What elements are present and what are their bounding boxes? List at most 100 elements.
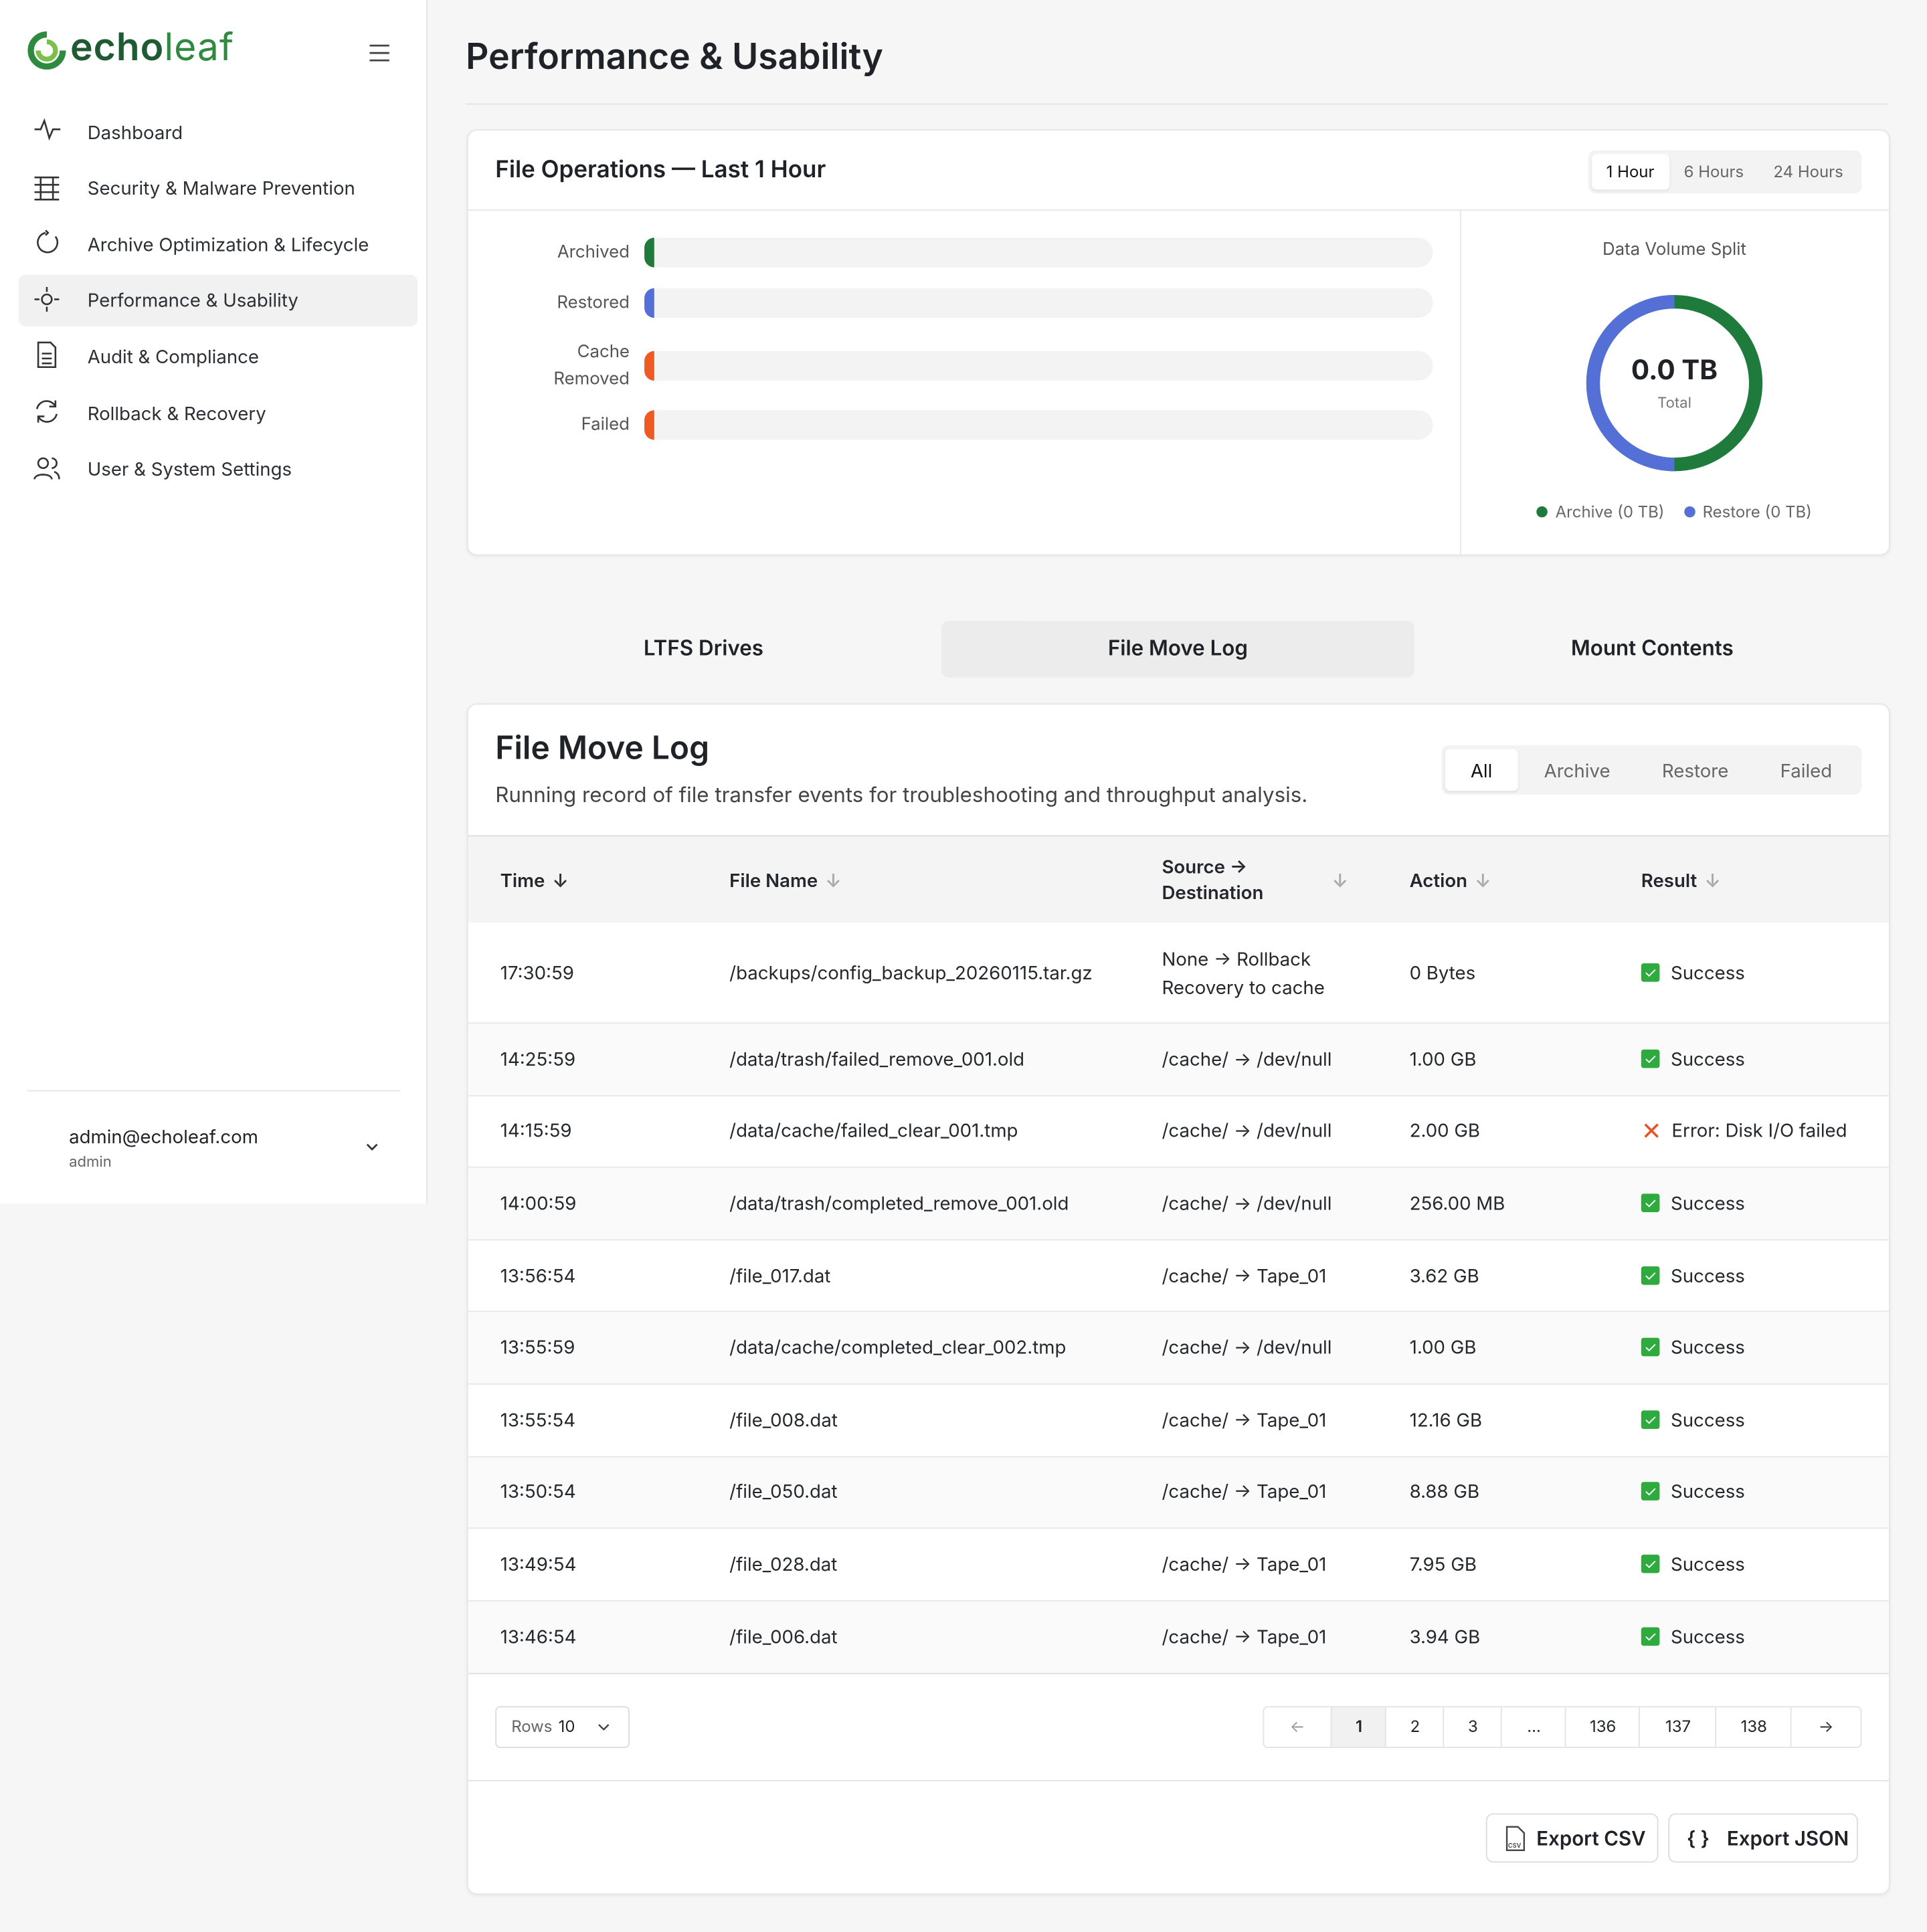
- page-arrow[interactable]: →: [1790, 1707, 1861, 1747]
- range-option[interactable]: 1 Hour: [1591, 154, 1669, 190]
- sort-icon: ↓: [1332, 868, 1348, 892]
- cell-text: /cache/ → /dev/null: [1162, 1119, 1332, 1143]
- table-cell: /file_008.dat: [729, 1383, 838, 1456]
- rows-select[interactable]: Rows 10: [495, 1706, 630, 1748]
- table-cell: /cache/ → /dev/null: [1162, 1094, 1346, 1167]
- cell-text: /cache/ → Tape_01: [1162, 1624, 1327, 1648]
- table-cell: 13:55:54: [500, 1383, 575, 1456]
- cell-text: Success: [1670, 1408, 1745, 1432]
- table-cell: 14:00:59: [500, 1167, 577, 1239]
- nav-icon: [34, 118, 61, 141]
- table-cell: /backups/config_backup_20260115.tar.gz: [729, 923, 1093, 1022]
- cell-text: /cache/ → Tape_01: [1162, 1480, 1327, 1504]
- bar-label: Failed: [581, 413, 630, 436]
- cell-text: 0 Bytes: [1409, 961, 1476, 985]
- nav-item[interactable]: User & System Settings: [19, 443, 418, 494]
- filter-option[interactable]: Failed: [1780, 758, 1833, 782]
- success-icon: ✓: [1641, 1266, 1660, 1284]
- legend-label: Restore (0 TB): [1702, 502, 1812, 522]
- table-cell: /data/cache/completed_clear_002.tmp: [729, 1311, 1066, 1383]
- nav-label: Audit & Compliance: [87, 345, 260, 369]
- page-button[interactable]: 3: [1443, 1707, 1501, 1747]
- donut: [1586, 295, 1763, 472]
- cell-text: Success: [1670, 1624, 1745, 1648]
- nav-item[interactable]: Security & Malware Prevention: [19, 162, 418, 213]
- success-icon: ✓: [1641, 1626, 1660, 1646]
- table-cell: None → Rollback Recovery to cache: [1162, 923, 1346, 1022]
- cell-text: 13:56:54: [500, 1263, 576, 1287]
- nav-item[interactable]: Archive Optimization & Lifecycle: [19, 218, 418, 270]
- cell-text: Success: [1670, 1046, 1745, 1070]
- table-cell: /file_017.dat: [729, 1239, 830, 1311]
- filter-option[interactable]: All: [1445, 749, 1518, 791]
- table-cell: /cache/ → /dev/null: [1162, 1022, 1346, 1094]
- bar-label: Restored: [557, 292, 630, 313]
- cell-text: 7.95 GB: [1409, 1552, 1477, 1576]
- cell-text: 13:46:54: [500, 1624, 577, 1648]
- bar: [644, 237, 654, 268]
- range-selector: 1 Hour 6 Hours 24 Hours: [1588, 150, 1862, 194]
- column-header[interactable]: Time ↓: [500, 855, 569, 904]
- range-option[interactable]: 24 Hours: [1773, 162, 1843, 182]
- bar-label: Archived: [557, 241, 630, 263]
- cell-text: 3.62 GB: [1409, 1263, 1479, 1287]
- cell-text: None → Rollback Recovery to cache: [1162, 947, 1325, 999]
- column-header[interactable]: Source → Destination ↓: [1162, 855, 1348, 904]
- table-cell: 12.16 GB: [1410, 1383, 1482, 1456]
- range-option[interactable]: 6 Hours: [1683, 162, 1744, 182]
- table-cell: ✓ Success: [1641, 1600, 1745, 1672]
- page-button[interactable]: 2: [1384, 1707, 1444, 1747]
- tab[interactable]: Mount Contents: [1570, 637, 1734, 662]
- nav-item[interactable]: Rollback & Recovery: [19, 387, 418, 438]
- table-cell: ✓ Success: [1641, 1383, 1745, 1456]
- page-button[interactable]: 138: [1715, 1707, 1791, 1747]
- table-cell: /file_006.dat: [729, 1600, 837, 1672]
- nav-item[interactable]: Audit & Compliance: [19, 330, 418, 382]
- page-button[interactable]: 1: [1330, 1707, 1386, 1747]
- nav-item[interactable]: Performance & Usability: [18, 274, 418, 326]
- nav-icon: [34, 286, 60, 312]
- menu-toggle[interactable]: [369, 44, 389, 62]
- page-button[interactable]: ...: [1500, 1707, 1566, 1747]
- tab[interactable]: File Move Log: [941, 621, 1414, 678]
- tab[interactable]: LTFS Drives: [643, 637, 764, 662]
- cell-text: /data/trash/completed_remove_001.old: [729, 1191, 1069, 1215]
- filter-option[interactable]: Archive: [1544, 758, 1611, 782]
- cell-text: 3.94 GB: [1409, 1624, 1481, 1648]
- user-menu[interactable]: [366, 1143, 378, 1152]
- legend-item: Restore (0 TB): [1683, 502, 1812, 522]
- table-cell: 3.62 GB: [1410, 1239, 1479, 1311]
- page-title: Performance & Usability: [466, 34, 883, 78]
- cell-text: /file_028.dat: [729, 1552, 838, 1576]
- page-button[interactable]: 136: [1564, 1707, 1640, 1747]
- bar-track: [644, 410, 1433, 440]
- user-email: admin@echoleaf.com: [69, 1125, 258, 1149]
- sort-icon: ↓: [1475, 868, 1491, 892]
- cell-text: /file_008.dat: [729, 1408, 838, 1432]
- sort-icon: ↓: [825, 868, 842, 892]
- bar-track: [644, 288, 1433, 318]
- page-button[interactable]: 137: [1639, 1707, 1716, 1747]
- column-header[interactable]: Action ↓: [1410, 855, 1491, 904]
- nav-item[interactable]: Dashboard: [19, 106, 418, 157]
- legend-item: Archive (0 TB): [1537, 502, 1665, 522]
- column-header[interactable]: Result ↓: [1641, 855, 1721, 904]
- table-cell: 14:25:59: [500, 1022, 576, 1094]
- cell-text: Success: [1670, 961, 1745, 985]
- nav-icon-path: [34, 176, 60, 200]
- cell-text: 14:15:59: [500, 1119, 572, 1143]
- success-icon: ✓: [1641, 1554, 1660, 1573]
- csv-icon: CSV: [1505, 1825, 1526, 1851]
- column-header[interactable]: File Name ↓: [729, 855, 841, 904]
- export-csv[interactable]: CSV Export CSV: [1485, 1813, 1659, 1863]
- cell-text: 256.00 MB: [1409, 1191, 1505, 1215]
- nav-label: Dashboard: [87, 120, 183, 144]
- table-cell: 256.00 MB: [1410, 1167, 1505, 1239]
- page-arrow[interactable]: ←: [1289, 1717, 1305, 1737]
- export-json[interactable]: {} Export JSON: [1668, 1813, 1858, 1863]
- divider: [468, 209, 1889, 211]
- filter-option[interactable]: Restore: [1661, 758, 1729, 782]
- table-cell: 1.00 GB: [1410, 1022, 1477, 1094]
- cell-text: /file_006.dat: [729, 1624, 838, 1648]
